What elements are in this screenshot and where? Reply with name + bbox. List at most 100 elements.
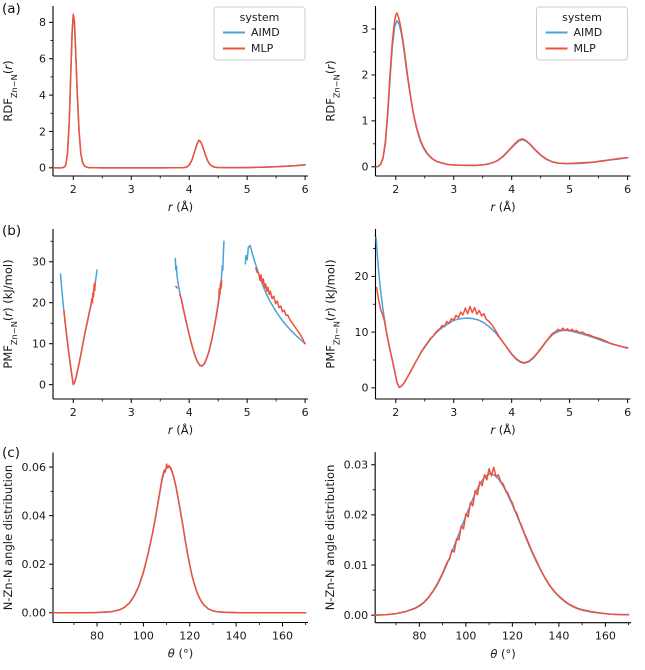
x-tick-label: 6 (624, 406, 631, 419)
y-tick-label: 0.03 (344, 459, 369, 472)
axes: 2 3 4 5 6 0 10 20 (355, 229, 631, 419)
axes: 80 100 120 140 160 0.00 0.01 0.02 0.03 (344, 452, 631, 643)
x-tick-label: 5 (566, 183, 573, 196)
x-tick-label: 100 (133, 630, 154, 643)
legend-box (213, 6, 306, 61)
legend-box (536, 6, 628, 61)
y-tick-label: 2 (362, 69, 369, 82)
y-tick-label: 0.02 (22, 558, 47, 571)
y-tick-label: 20 (32, 297, 46, 310)
legend-label-mlp: MLP (574, 42, 597, 55)
y-tick-label: 10 (355, 326, 369, 339)
y-axis-label: RDFZn−N(r) (324, 60, 342, 121)
x-tick-label: 2 (70, 183, 77, 196)
x-axis-label: r (Å) (168, 422, 193, 437)
panel-pmf-left: 2 3 4 5 6 0 10 20 30 r (Å) PMFZn−N(r) (kJ/mol) (0, 223, 322, 446)
legend: system AIMD MLP (536, 6, 628, 61)
chart-pmf-zn-n-right: 2 3 4 5 6 0 10 20 r (Å) PMFZn−N(r) (kJ/mol) (324, 229, 631, 437)
series-aimd (59, 240, 306, 385)
x-tick-label: 160 (272, 630, 293, 643)
y-tick-label: 0 (362, 382, 369, 395)
x-tick-label: 6 (302, 406, 309, 419)
x-tick-label: 100 (455, 630, 476, 643)
x-tick-label: 140 (548, 630, 569, 643)
panel-rdf-right: 2 3 4 5 6 0 1 2 3 r (Å) RDFZn−N(r) system AIMD MLP (322, 0, 645, 223)
y-tick-label: 0.00 (344, 609, 369, 622)
series-aimd (52, 465, 307, 614)
x-tick-label: 160 (595, 630, 616, 643)
series-mlp (375, 12, 629, 168)
y-tick-label: 0.02 (344, 509, 369, 522)
y-tick-label: 0 (39, 162, 46, 175)
panel-label-a: (a) (2, 1, 21, 17)
panel-label-b: (b) (2, 223, 22, 239)
chart-pmf-zn-n-left: 2 3 4 5 6 0 10 20 30 r (Å) PMFZn−N(r) (kJ/mol) (1, 229, 309, 437)
x-axis-label: r (Å) (490, 422, 515, 437)
y-tick-label: 6 (39, 53, 46, 66)
panel-pmf-right: 2 3 4 5 6 0 10 20 r (Å) PMFZn−N(r) (kJ/mol) (322, 223, 645, 446)
legend-label-mlp: MLP (251, 42, 274, 55)
x-tick-label: 80 (412, 630, 426, 643)
chart-angle-dist-right: 80 100 120 140 160 0.00 0.01 0.02 0.03 θ (°) N-Zn-… (323, 452, 631, 661)
y-axis-label: RDFZn−N(r) (1, 60, 19, 121)
legend: system AIMD MLP (213, 6, 306, 61)
y-tick-label: 0.01 (344, 559, 369, 572)
y-tick-label: 4 (39, 89, 46, 102)
x-axis-label: θ (°) (490, 647, 515, 661)
axes: 2 3 4 5 6 0 10 20 30 (32, 229, 309, 419)
x-tick-label: 2 (392, 183, 399, 196)
x-tick-label: 6 (624, 183, 631, 196)
x-tick-label: 3 (450, 183, 457, 196)
legend-title: system (562, 11, 602, 24)
y-axis-label: N-Zn-N angle distribution (323, 465, 337, 611)
x-tick-label: 2 (392, 406, 399, 419)
y-tick-label: 0 (362, 161, 369, 174)
chart-angle-dist-left: 80 100 120 140 160 0.00 0.02 0.04 0.06 θ (°) N-Zn-… (1, 452, 308, 661)
series-mlp (374, 466, 630, 616)
x-tick-label: 4 (186, 406, 193, 419)
panel-label-c: (c) (2, 445, 20, 461)
series-aimd (374, 472, 630, 616)
x-tick-label: 3 (128, 406, 135, 419)
y-tick-label: 0.00 (22, 607, 47, 620)
x-tick-label: 3 (450, 406, 457, 419)
y-tick-label: 20 (355, 270, 369, 283)
x-tick-label: 4 (508, 406, 515, 419)
y-axis-label: PMFZn−N(r) (kJ/mol) (324, 259, 342, 368)
y-axis-label: PMFZn−N(r) (kJ/mol) (1, 259, 19, 368)
x-axis-label: r (Å) (490, 199, 515, 214)
legend-title: system (240, 11, 280, 24)
y-axis-label: N-Zn-N angle distribution (1, 465, 15, 610)
y-tick-label: 0.04 (22, 509, 47, 522)
x-tick-label: 120 (179, 630, 200, 643)
chart-rdf-zn-n-left: 2 3 4 5 6 0 2 4 6 8 r (Å) RDFZn−N(r) system AIMD MLP (1, 6, 309, 214)
x-tick-label: 4 (508, 183, 515, 196)
y-tick-label: 0 (39, 378, 46, 391)
series-mlp (52, 463, 307, 614)
legend-label-aimd: AIMD (251, 26, 280, 39)
chart-rdf-zn-n-right: 2 3 4 5 6 0 1 2 3 r (Å) RDFZn−N(r) system AIMD MLP (324, 6, 631, 214)
x-tick-label: 4 (186, 183, 193, 196)
x-tick-label: 5 (244, 406, 251, 419)
legend-label-aimd: AIMD (574, 26, 603, 39)
series-mlp (52, 13, 306, 169)
x-tick-label: 80 (90, 630, 104, 643)
y-tick-label: 0.06 (22, 461, 47, 474)
panel-angle-left: 80 100 120 140 160 0.00 0.02 0.04 0.06 θ (°) N-Zn-… (0, 446, 322, 670)
x-tick-label: 5 (244, 183, 251, 196)
series-mlp (63, 267, 306, 386)
panel-angle-right: 80 100 120 140 160 0.00 0.01 0.02 0.03 θ (°) N-Zn-… (322, 446, 645, 670)
y-tick-label: 30 (32, 256, 46, 269)
x-tick-label: 6 (302, 183, 309, 196)
axes: 2 3 4 5 6 0 1 2 3 (362, 6, 631, 196)
series-mlp (375, 286, 629, 389)
y-tick-label: 1 (362, 115, 369, 128)
x-tick-label: 140 (226, 630, 247, 643)
x-axis-label: r (Å) (168, 199, 193, 214)
x-axis-label: θ (°) (168, 647, 193, 661)
axes: 80 100 120 140 160 0.00 0.02 0.04 0.06 (22, 452, 308, 643)
panel-rdf-left: 2 3 4 5 6 0 2 4 6 8 r (Å) RDFZn−N(r) system AIMD MLP (0, 0, 322, 223)
x-tick-label: 2 (70, 406, 77, 419)
